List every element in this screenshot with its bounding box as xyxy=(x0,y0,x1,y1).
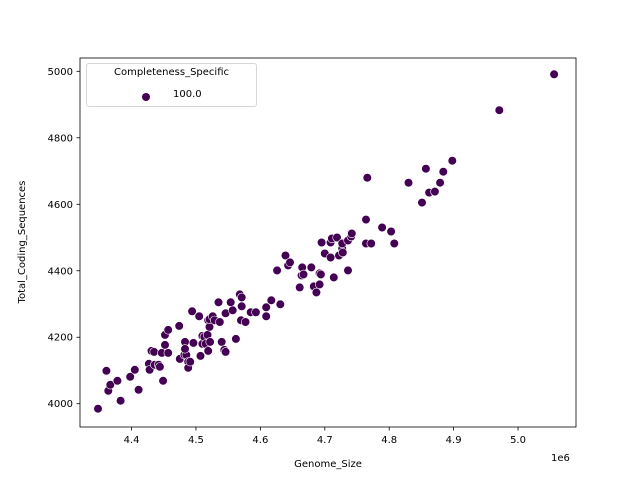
y-axis-ticks: 4000 4200 4400 4600 4800 5000 xyxy=(48,67,80,410)
data-point xyxy=(237,292,247,303)
data-point xyxy=(261,311,271,321)
y-tick-label: 4000 xyxy=(48,399,73,410)
x-tick-label: 4.9 xyxy=(446,435,462,446)
data-point xyxy=(194,311,204,321)
data-point xyxy=(134,385,144,395)
x-axis-offset-label: 1e6 xyxy=(551,453,570,464)
data-point xyxy=(188,338,198,348)
data-point xyxy=(315,279,325,290)
data-point xyxy=(317,237,327,248)
data-point xyxy=(316,269,326,280)
data-point xyxy=(306,262,316,273)
data-point xyxy=(115,396,126,406)
x-axis-label: Genome_Size xyxy=(294,459,362,470)
y-tick-label: 4600 xyxy=(48,200,73,211)
data-point xyxy=(205,337,215,347)
x-tick-label: 5.0 xyxy=(510,435,526,446)
data-point xyxy=(174,321,184,331)
data-point xyxy=(311,287,322,298)
data-point xyxy=(430,187,440,197)
data-point xyxy=(285,257,295,268)
legend: Completeness_Specific 100.0 xyxy=(86,63,257,107)
data-point xyxy=(213,297,224,307)
data-point xyxy=(347,228,357,239)
y-tick-label: 4400 xyxy=(48,266,73,277)
data-point xyxy=(494,105,504,115)
data-point xyxy=(275,299,285,309)
data-point xyxy=(329,272,339,283)
plot-area-frame xyxy=(79,57,577,428)
data-point xyxy=(203,346,213,356)
data-point xyxy=(280,250,291,261)
legend-entry-label: 100.0 xyxy=(173,89,202,100)
data-point xyxy=(240,317,251,327)
data-point xyxy=(228,305,238,315)
data-point xyxy=(163,325,173,335)
y-tick-label: 5000 xyxy=(48,67,73,78)
data-point xyxy=(101,366,111,376)
data-point xyxy=(130,365,140,375)
data-point xyxy=(421,164,431,174)
data-point xyxy=(93,404,103,414)
data-point xyxy=(362,173,372,183)
data-point xyxy=(366,238,376,249)
data-point xyxy=(155,362,165,372)
data-point xyxy=(125,372,135,382)
data-point xyxy=(377,222,387,233)
data-point xyxy=(435,178,445,188)
data-point xyxy=(447,156,457,166)
data-point xyxy=(361,215,371,225)
data-point xyxy=(549,69,559,79)
x-axis-ticks: 4.4 4.5 4.6 4.7 4.8 4.9 5.0 xyxy=(124,427,526,446)
data-point xyxy=(272,265,282,276)
x-tick-label: 4.5 xyxy=(188,435,204,446)
data-point xyxy=(112,376,122,386)
data-points xyxy=(93,69,559,414)
legend-title: Completeness_Specific xyxy=(113,67,230,78)
y-axis-label: Total_Coding_Sequences xyxy=(17,181,28,305)
data-point xyxy=(332,232,342,243)
data-point xyxy=(160,340,170,350)
data-point xyxy=(187,306,197,316)
data-point xyxy=(163,348,173,358)
data-point xyxy=(217,337,227,347)
data-point xyxy=(326,252,336,263)
x-tick-label: 4.6 xyxy=(252,435,268,446)
data-point xyxy=(338,247,348,258)
data-point xyxy=(105,380,115,390)
x-tick-label: 4.8 xyxy=(381,435,397,446)
data-point xyxy=(195,351,206,361)
data-point xyxy=(226,297,236,307)
data-point xyxy=(386,226,396,237)
data-point xyxy=(185,357,195,367)
data-point xyxy=(266,295,276,305)
y-tick-label: 4200 xyxy=(48,333,73,344)
data-point xyxy=(417,198,427,208)
data-point xyxy=(295,282,305,293)
data-point xyxy=(403,178,414,188)
data-point xyxy=(389,238,399,249)
data-point xyxy=(237,301,247,311)
data-point xyxy=(343,265,353,276)
data-point xyxy=(149,347,159,357)
data-point xyxy=(261,302,271,312)
data-point xyxy=(231,334,241,344)
data-point xyxy=(438,167,448,177)
data-point xyxy=(180,344,190,354)
data-point xyxy=(251,307,261,317)
data-point xyxy=(298,269,309,280)
y-tick-label: 4800 xyxy=(48,133,73,144)
x-tick-label: 4.7 xyxy=(317,435,333,446)
x-tick-label: 4.4 xyxy=(124,435,140,446)
data-point xyxy=(221,347,231,357)
data-point xyxy=(158,376,168,386)
legend-marker-icon xyxy=(142,93,150,101)
data-point xyxy=(215,317,225,327)
